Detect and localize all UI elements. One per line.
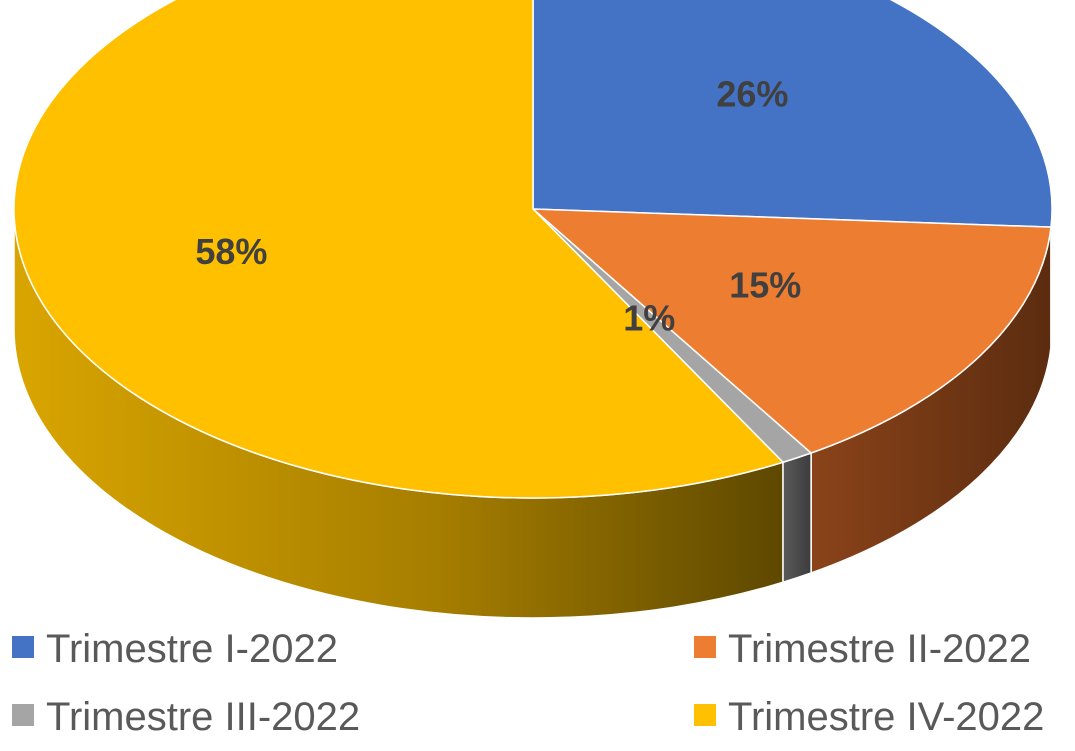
legend-item-trimestre-iv-2022: Trimestre IV-2022: [694, 695, 1044, 739]
legend-swatch: [12, 704, 34, 726]
pie-side-trimestre-iii-2022: [782, 451, 812, 584]
legend-swatch: [694, 636, 716, 658]
legend: Trimestre I-2022 Trimestre II-2022 Trimest…: [12, 627, 1044, 739]
data-label-trimestre-i-2022: 26%: [716, 73, 788, 114]
legend-label: Trimestre I-2022: [46, 627, 338, 671]
legend-item-trimestre-iii-2022: Trimestre III-2022: [12, 695, 360, 739]
data-label-trimestre-iii-2022: 1%: [623, 297, 675, 338]
legend-label: Trimestre III-2022: [46, 695, 360, 739]
legend-swatch: [694, 704, 716, 726]
data-labels: 26% 15% 1% 58%: [195, 73, 801, 338]
pie-slice-trimestre-ii-2022: [530, 208, 1052, 454]
legend-item-trimestre-ii-2022: Trimestre II-2022: [694, 627, 1031, 671]
legend-label: Trimestre II-2022: [728, 627, 1031, 671]
pie-slice-trimestre-iv-2022: [13, 0, 785, 499]
legend-label: Trimestre IV-2022: [728, 695, 1044, 739]
legend-item-trimestre-i-2022: Trimestre I-2022: [12, 627, 338, 671]
pie-slice-trimestre-i-2022: [532, 0, 1053, 228]
data-label-trimestre-iv-2022: 58%: [195, 231, 267, 272]
pie-slices: [13, 0, 1053, 499]
legend-swatch: [12, 636, 34, 658]
data-label-trimestre-ii-2022: 15%: [729, 264, 801, 305]
